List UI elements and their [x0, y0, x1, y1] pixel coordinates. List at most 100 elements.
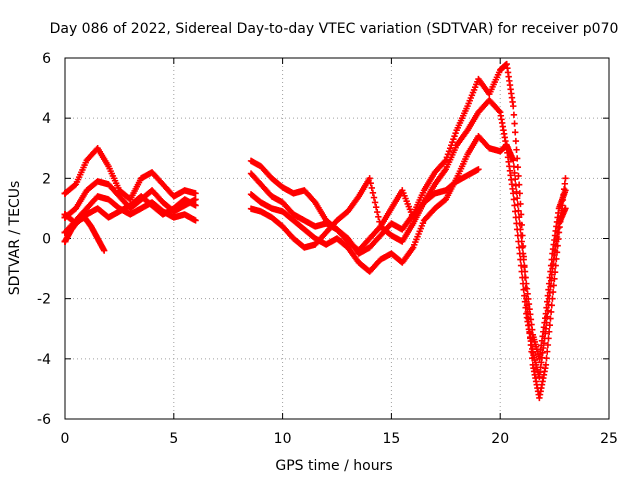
data-point: [450, 136, 457, 143]
data-point: [512, 182, 520, 189]
data-point: [521, 262, 528, 269]
data-point: [510, 102, 517, 110]
data-point: [192, 217, 199, 224]
series-1: [61, 60, 569, 402]
x-axis-label: GPS time / hours: [275, 458, 392, 474]
data-point: [545, 286, 552, 293]
data-point: [513, 146, 520, 153]
x-tick-label: 20: [491, 431, 509, 447]
data-point: [448, 142, 455, 149]
data-point: [562, 187, 569, 194]
data-point: [519, 250, 527, 257]
data-point: [542, 310, 550, 317]
data-point: [368, 184, 376, 192]
data-point: [547, 308, 555, 316]
x-tick-label: 15: [382, 431, 400, 447]
data-markers: [61, 60, 569, 402]
y-tick-label: -6: [37, 412, 51, 428]
data-point: [510, 157, 517, 164]
x-tick-label: 25: [600, 431, 618, 447]
data-point: [518, 238, 525, 245]
y-tick-label: 4: [42, 111, 51, 127]
data-point: [517, 232, 525, 239]
data-point: [547, 262, 555, 269]
data-point: [511, 120, 518, 127]
y-tick-label: 0: [42, 232, 51, 248]
data-point: [366, 175, 373, 182]
data-point: [512, 129, 519, 136]
x-tick-label: 10: [274, 431, 292, 447]
y-tick-label: 6: [42, 51, 51, 67]
data-point: [510, 111, 518, 119]
data-point: [495, 107, 503, 115]
data-point: [551, 275, 558, 283]
data-point: [515, 181, 523, 188]
data-point: [515, 172, 522, 180]
y-tick-label: -2: [37, 292, 51, 308]
data-point: [515, 213, 523, 221]
data-point: [192, 202, 199, 209]
data-point: [545, 328, 553, 335]
data-point: [544, 341, 552, 349]
data-point: [546, 321, 554, 329]
data-point: [562, 175, 569, 182]
data-point: [511, 202, 518, 209]
data-point: [547, 268, 554, 275]
data-point: [546, 274, 554, 281]
x-tick-label: 5: [169, 431, 178, 447]
series-5: [61, 214, 108, 254]
y-axis-label: SDTVAR / TECUs: [7, 181, 23, 296]
data-point: [561, 180, 569, 187]
data-point: [516, 190, 523, 197]
data-point: [522, 304, 529, 311]
x-tick-labels: 0 5 10 15 20 25: [61, 431, 618, 447]
data-point: [516, 220, 523, 227]
data-point: [510, 196, 518, 203]
data-point: [367, 179, 374, 187]
data-point: [548, 256, 555, 263]
data-point: [520, 256, 527, 263]
data-point: [510, 190, 517, 197]
data-point: [446, 145, 454, 152]
data-point: [512, 176, 519, 183]
data-point: [449, 139, 456, 146]
data-point: [374, 208, 381, 216]
data-point: [192, 196, 199, 203]
data-point: [544, 292, 552, 299]
data-point: [521, 268, 529, 275]
chart-title: Day 086 of 2022, Sidereal Day-to-day VTE…: [50, 21, 619, 37]
data-point: [521, 298, 529, 305]
y-tick-labels: -6 -4 -2 0 2 4 6: [37, 51, 51, 428]
data-point: [519, 244, 526, 251]
data-point: [510, 163, 518, 170]
data-point: [542, 361, 550, 369]
data-point: [513, 188, 520, 196]
data-point: [100, 247, 108, 254]
data-point: [375, 213, 382, 221]
data-point: [545, 280, 553, 287]
y-tick-label: -4: [37, 352, 51, 368]
data-point: [512, 137, 520, 145]
series-4: [61, 166, 482, 251]
y-tick-label: 2: [42, 171, 51, 187]
data-point: [550, 282, 557, 289]
data-point: [543, 304, 550, 311]
data-point: [520, 286, 527, 293]
data-point: [522, 274, 529, 281]
data-point: [517, 226, 524, 233]
data-point: [445, 148, 453, 155]
data-point: [511, 169, 518, 177]
data-point: [451, 133, 458, 140]
axis-ticks: [64, 57, 610, 420]
data-point: [513, 194, 521, 202]
x-tick-label: 0: [61, 431, 70, 447]
data-point: [71, 182, 78, 189]
data-point: [515, 207, 522, 215]
data-point: [372, 204, 380, 211]
data-point: [371, 199, 379, 206]
data-point: [544, 348, 551, 355]
data-point: [370, 194, 378, 201]
data-point: [452, 130, 459, 137]
data-point: [562, 205, 569, 212]
